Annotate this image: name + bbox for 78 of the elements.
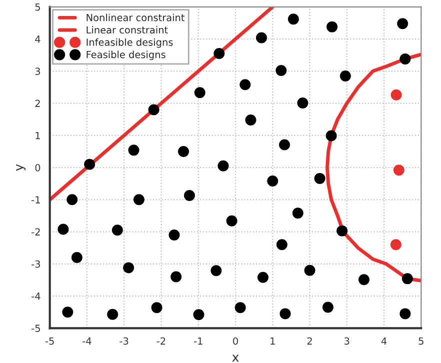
x-tick-label: 2 — [307, 337, 312, 345]
point — [71, 252, 82, 263]
point — [148, 104, 160, 116]
point — [340, 70, 351, 82]
y-tick-label: -1 — [32, 196, 40, 204]
point — [194, 87, 206, 98]
point — [390, 239, 402, 250]
legend-label: Nonlinear constraint — [86, 14, 185, 22]
point — [226, 215, 238, 226]
point — [292, 208, 304, 219]
point — [326, 130, 337, 142]
point — [304, 264, 316, 276]
x-tick-label: -4 — [82, 337, 92, 345]
y-tick-label: -5 — [32, 324, 40, 332]
point — [245, 114, 256, 126]
y-tick-label: 5 — [35, 4, 40, 11]
point — [151, 302, 162, 314]
legend-label: Linear constraint — [86, 26, 168, 34]
point — [279, 139, 290, 150]
x-tick-label: 5 — [418, 337, 424, 345]
y-tick-label: -4 — [32, 292, 40, 300]
point — [168, 229, 180, 240]
y-tick-label: 3 — [35, 68, 40, 75]
y-tick-label: 1 — [36, 132, 40, 140]
x-axis-title: x — [232, 354, 239, 362]
x-tick-label: -1 — [194, 337, 202, 345]
point — [297, 97, 308, 108]
point — [58, 224, 69, 235]
legend-label: Feasible designs — [86, 50, 166, 60]
y-tick-label: -2 — [32, 228, 40, 236]
point — [133, 194, 144, 206]
legend-label: Infeasible designs — [86, 38, 173, 48]
x-tick-label: 3 — [344, 337, 350, 345]
point — [178, 146, 190, 157]
point — [218, 160, 229, 172]
point — [62, 306, 74, 318]
x-tick-label: 4 — [381, 337, 387, 345]
x-tick-label: 1 — [270, 337, 275, 345]
x-tick-label: -3 — [120, 337, 128, 345]
point — [336, 225, 348, 236]
point — [402, 273, 413, 284]
x-tick-label: -5 — [45, 337, 54, 345]
point — [257, 272, 268, 283]
y-tick-label: -3 — [32, 260, 40, 268]
point — [66, 194, 78, 206]
point — [322, 302, 334, 313]
point — [288, 14, 299, 25]
point — [276, 65, 287, 76]
point — [210, 265, 222, 276]
point — [276, 239, 288, 250]
point — [390, 89, 402, 100]
point — [358, 274, 370, 286]
point — [240, 79, 251, 90]
point — [326, 21, 338, 32]
point — [234, 302, 246, 314]
point — [400, 308, 411, 320]
point — [128, 144, 140, 156]
point — [400, 53, 411, 64]
point — [397, 18, 408, 30]
point — [107, 308, 118, 320]
point — [393, 164, 404, 176]
point — [123, 262, 134, 274]
point — [267, 176, 278, 187]
x-tick-label: 0 — [233, 337, 238, 345]
y-tick-label: 2 — [35, 100, 40, 107]
y-tick-label: 0 — [35, 164, 40, 172]
x-tick-label: -2 — [156, 337, 166, 345]
point — [170, 271, 182, 282]
point — [280, 308, 291, 320]
point — [193, 309, 204, 320]
point — [214, 48, 225, 59]
point — [314, 172, 326, 184]
y-tick-label: 4 — [35, 36, 40, 43]
point — [256, 32, 267, 44]
point — [184, 190, 195, 201]
point — [112, 224, 123, 236]
point — [84, 158, 96, 170]
y-axis-title: y — [16, 164, 26, 171]
